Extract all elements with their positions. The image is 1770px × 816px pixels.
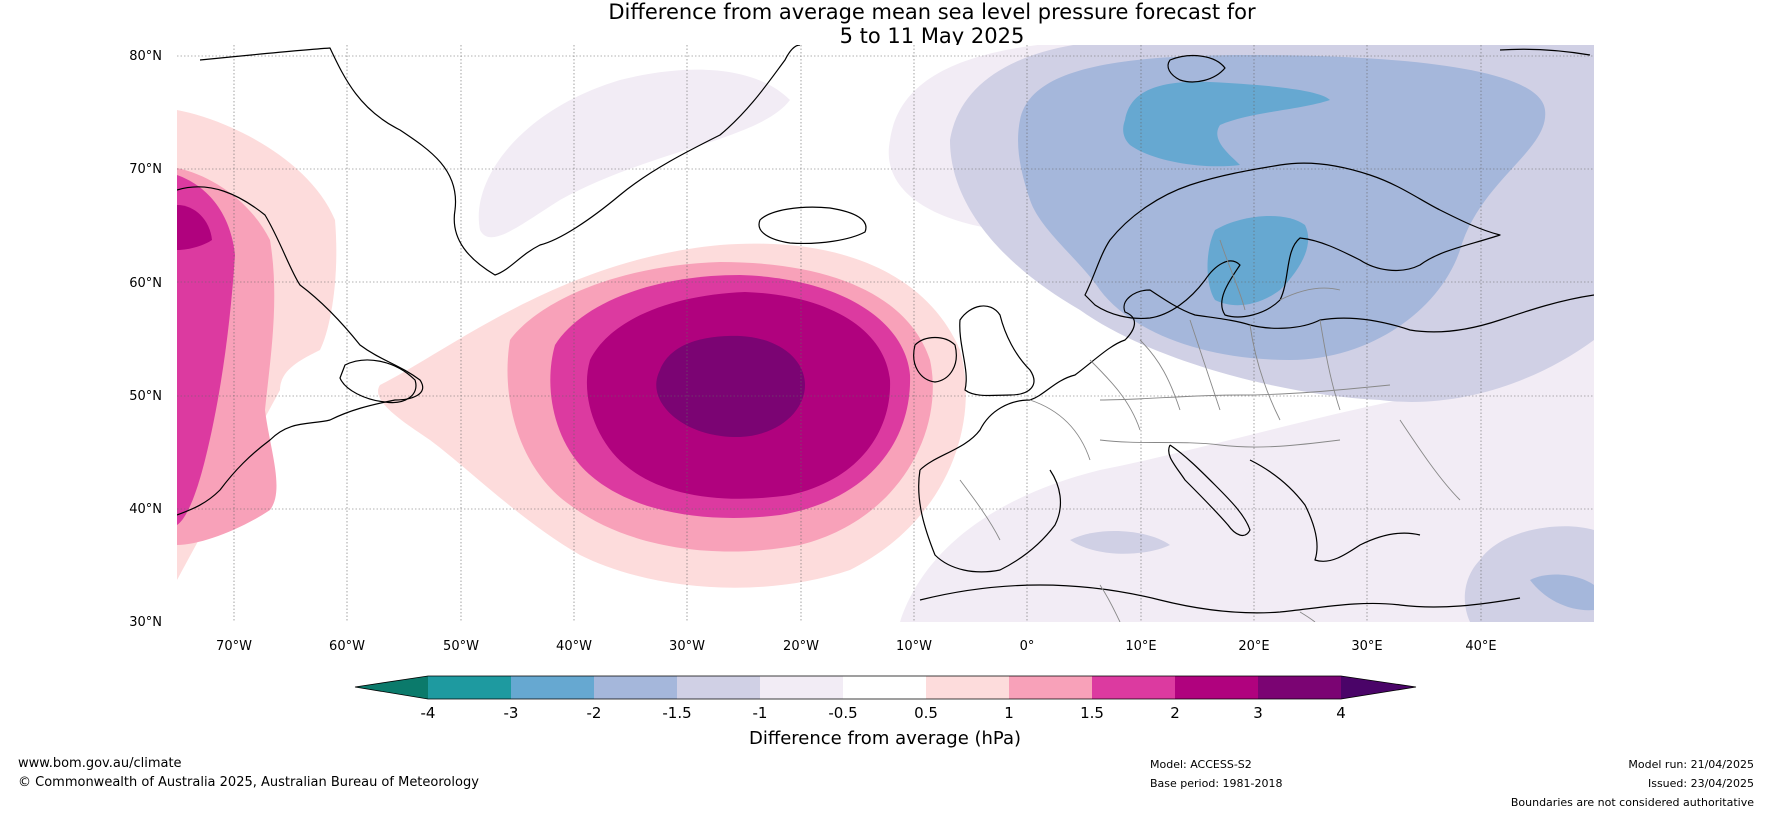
colorbar-tick-11: 4: [1336, 704, 1346, 722]
colorbar-swatch-4: [677, 676, 760, 699]
colorbar-swatch-2: [511, 676, 594, 699]
positive-anomaly-region: [177, 110, 966, 588]
colorbar-tick-4: -1: [753, 704, 768, 722]
title-line-1: Difference from average mean sea level p…: [608, 0, 1256, 24]
footer-model-run: Model run: 21/04/2025: [1628, 758, 1754, 771]
balkans-coast: [1249, 459, 1421, 562]
lon-label-30w: 30°W: [669, 639, 705, 654]
colorbar-outline: [354, 675, 1417, 700]
lon-label-10w: 10°W: [896, 639, 932, 654]
contour-minus-2-north: [1123, 81, 1330, 167]
colorbar-swatch-1: [428, 676, 511, 699]
north-africa-coast: [919, 584, 1521, 614]
great-britain-coast: [959, 305, 1035, 397]
colorbar-swatch-8: [1009, 676, 1092, 699]
lon-label-30e: 30°E: [1351, 639, 1382, 654]
greenland-coast: [199, 45, 801, 276]
colorbar-tick-2: -2: [587, 704, 602, 722]
lon-label-60w: 60°W: [329, 639, 365, 654]
colorbar-tick-0: -4: [421, 704, 436, 722]
lon-label-40w: 40°W: [556, 639, 592, 654]
arctic-islands-coast: [1499, 48, 1591, 56]
colorbar-tick-5: -0.5: [828, 704, 857, 722]
north-america-coast: [177, 186, 424, 516]
colorbar-tick-10: 3: [1253, 704, 1263, 722]
contour-minus-1-5-east: [1530, 574, 1594, 611]
map-area: [177, 45, 1594, 622]
lon-label-10e: 10°E: [1125, 639, 1156, 654]
coastlines: [177, 45, 1594, 614]
lon-label-0: 0°: [1020, 639, 1035, 654]
map-title: Difference from average mean sea level p…: [0, 0, 1770, 48]
colorbar-swatch-11: [1258, 676, 1341, 699]
colorbar-swatch-9: [1092, 676, 1175, 699]
footer-url[interactable]: www.bom.gov.au/climate: [18, 756, 182, 771]
footer-issued: Issued: 23/04/2025: [1647, 777, 1754, 790]
contour-minus-2-sweden: [1207, 215, 1309, 306]
country-borders: [959, 239, 1461, 622]
contour-minus-1-med: [1070, 530, 1170, 554]
colorbar-swatch-5: [760, 676, 843, 699]
iceland-coast: [758, 206, 867, 245]
lon-label-20w: 20°W: [783, 639, 819, 654]
lat-label-50: 50°N: [129, 389, 162, 404]
lon-label-50w: 50°W: [443, 639, 479, 654]
contour-plus-1-5-west: [177, 175, 235, 525]
contour-plus-2-west: [177, 205, 212, 250]
footer-model: Model: ACCESS-S2: [1150, 758, 1252, 771]
iberia-coast: [918, 469, 1062, 573]
footer-base-period: Base period: 1981-2018: [1150, 777, 1283, 790]
lat-label-30: 30°N: [129, 615, 162, 630]
newfoundland-coast: [339, 359, 417, 404]
colorbar-swatch-6: [843, 676, 926, 699]
colorbar-tick-1: -3: [504, 704, 519, 722]
scandinavia-coast: [1084, 162, 1501, 320]
europe-coast: [919, 289, 1594, 471]
lon-label-20e: 20°E: [1238, 639, 1269, 654]
longitude-labels: 70°W 60°W 50°W 40°W 30°W 20°W 10°W 0° 10…: [216, 639, 1497, 654]
gridlines: [177, 45, 1594, 622]
colorbar-tick-9: 2: [1170, 704, 1180, 722]
title-line-2: 5 to 11 May 2025: [839, 24, 1025, 48]
footer-copyright: © Commonwealth of Australia 2025, Austra…: [18, 775, 479, 790]
lat-label-70: 70°N: [129, 162, 162, 177]
colorbar-tick-6: 0.5: [914, 704, 938, 722]
contour-plus-3: [656, 335, 805, 438]
contour-minus-0-5-iceland-arc: [478, 69, 790, 238]
lat-label-80: 80°N: [129, 49, 162, 64]
colorbar-swatch-12: [1341, 676, 1416, 699]
colorbar-tick-7: 1: [1004, 704, 1014, 722]
colorbar-title: Difference from average (hPa): [749, 728, 1021, 749]
colorbar-swatch-7: [926, 676, 1009, 699]
colorbar-swatch-0: [355, 676, 428, 699]
colorbar-swatch-3: [594, 676, 677, 699]
colorbar-swatch-10: [1175, 676, 1258, 699]
italy-coast: [1168, 444, 1251, 537]
lon-label-70w: 70°W: [216, 639, 252, 654]
lon-label-40e: 40°E: [1465, 639, 1496, 654]
colorbar-tick-8: 1.5: [1080, 704, 1104, 722]
colorbar-tick-3: -1.5: [662, 704, 691, 722]
colorbar: -4 -3 -2 -1.5 -1 -0.5 0.5 1 1.5 2 3 4 Di…: [354, 675, 1417, 749]
ireland-coast: [913, 336, 957, 383]
footer-boundaries: Boundaries are not considered authoritat…: [1510, 796, 1754, 809]
lat-label-60: 60°N: [129, 276, 162, 291]
latitude-labels: 80°N 70°N 60°N 50°N 40°N 30°N: [129, 49, 162, 630]
svalbard-coast: [1167, 54, 1226, 83]
lat-label-40: 40°N: [129, 502, 162, 517]
